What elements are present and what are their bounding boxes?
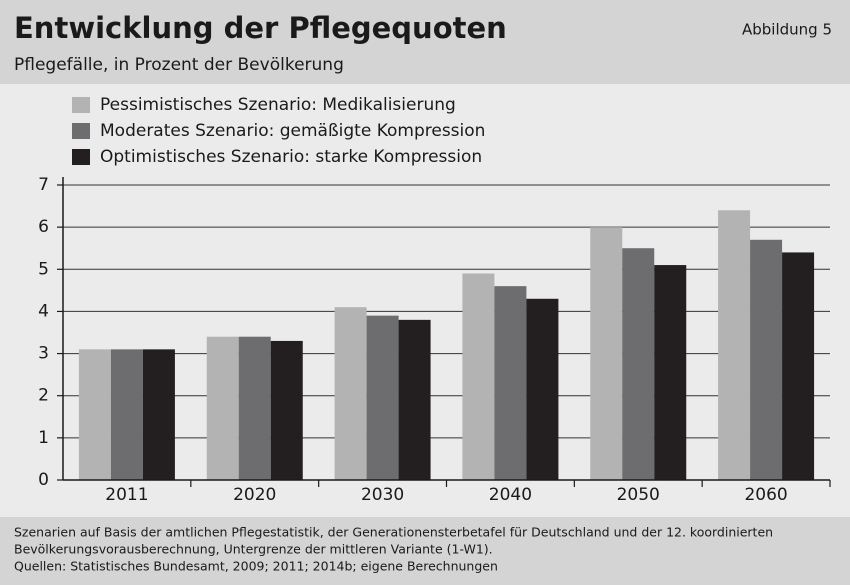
legend-swatch (72, 149, 90, 165)
bar (654, 265, 687, 480)
bar (622, 248, 655, 480)
chart-title: Entwicklung der Pflegequoten (14, 11, 507, 45)
bar (238, 336, 271, 480)
x-tick-label: 2030 (361, 485, 404, 505)
note: Quellen: Statistisches Bundesamt, 2009; … (14, 559, 498, 574)
bar (526, 298, 559, 480)
legend-label: Moderates Szenario: gemäßigte Kompressio… (100, 121, 485, 141)
y-tick-label: 5 (38, 259, 49, 279)
y-tick-label: 1 (38, 428, 49, 448)
figure-label: Abbildung 5 (742, 21, 832, 39)
footer-band (0, 517, 850, 585)
x-tick-label: 2011 (105, 485, 148, 505)
bar (494, 286, 527, 480)
bar (110, 349, 143, 480)
y-tick-label: 7 (38, 175, 49, 195)
x-tick-label: 2050 (617, 485, 660, 505)
bar (366, 315, 399, 480)
bar (590, 227, 623, 480)
note: Bevölkerungsvorausberechnung, Untergrenz… (14, 542, 493, 557)
legend-label: Pessimistisches Szenario: Medikalisierun… (100, 95, 456, 115)
y-tick-label: 2 (38, 386, 49, 406)
x-tick-label: 2060 (744, 485, 787, 505)
x-tick-label: 2040 (489, 485, 532, 505)
bar (334, 307, 367, 480)
bar (398, 319, 431, 480)
y-tick-label: 6 (38, 217, 49, 237)
bar (462, 273, 495, 480)
y-tick-label: 0 (38, 470, 49, 490)
legend-label: Optimistisches Szenario: starke Kompress… (100, 147, 482, 167)
x-tick-label: 2020 (233, 485, 276, 505)
bar (750, 239, 783, 480)
header-band (0, 0, 850, 84)
y-tick-label: 4 (38, 301, 49, 321)
bar (78, 349, 111, 480)
bar (718, 210, 751, 481)
legend-swatch (72, 123, 90, 139)
bar (142, 349, 175, 480)
chart-subtitle: Pflegefälle, in Prozent der Bevölkerung (14, 55, 344, 75)
bar (782, 252, 815, 480)
y-tick-label: 3 (38, 344, 49, 364)
bar (270, 340, 303, 480)
legend-swatch (72, 97, 90, 113)
bar (206, 336, 239, 480)
note: Szenarien auf Basis der amtlichen Pflege… (14, 525, 773, 540)
